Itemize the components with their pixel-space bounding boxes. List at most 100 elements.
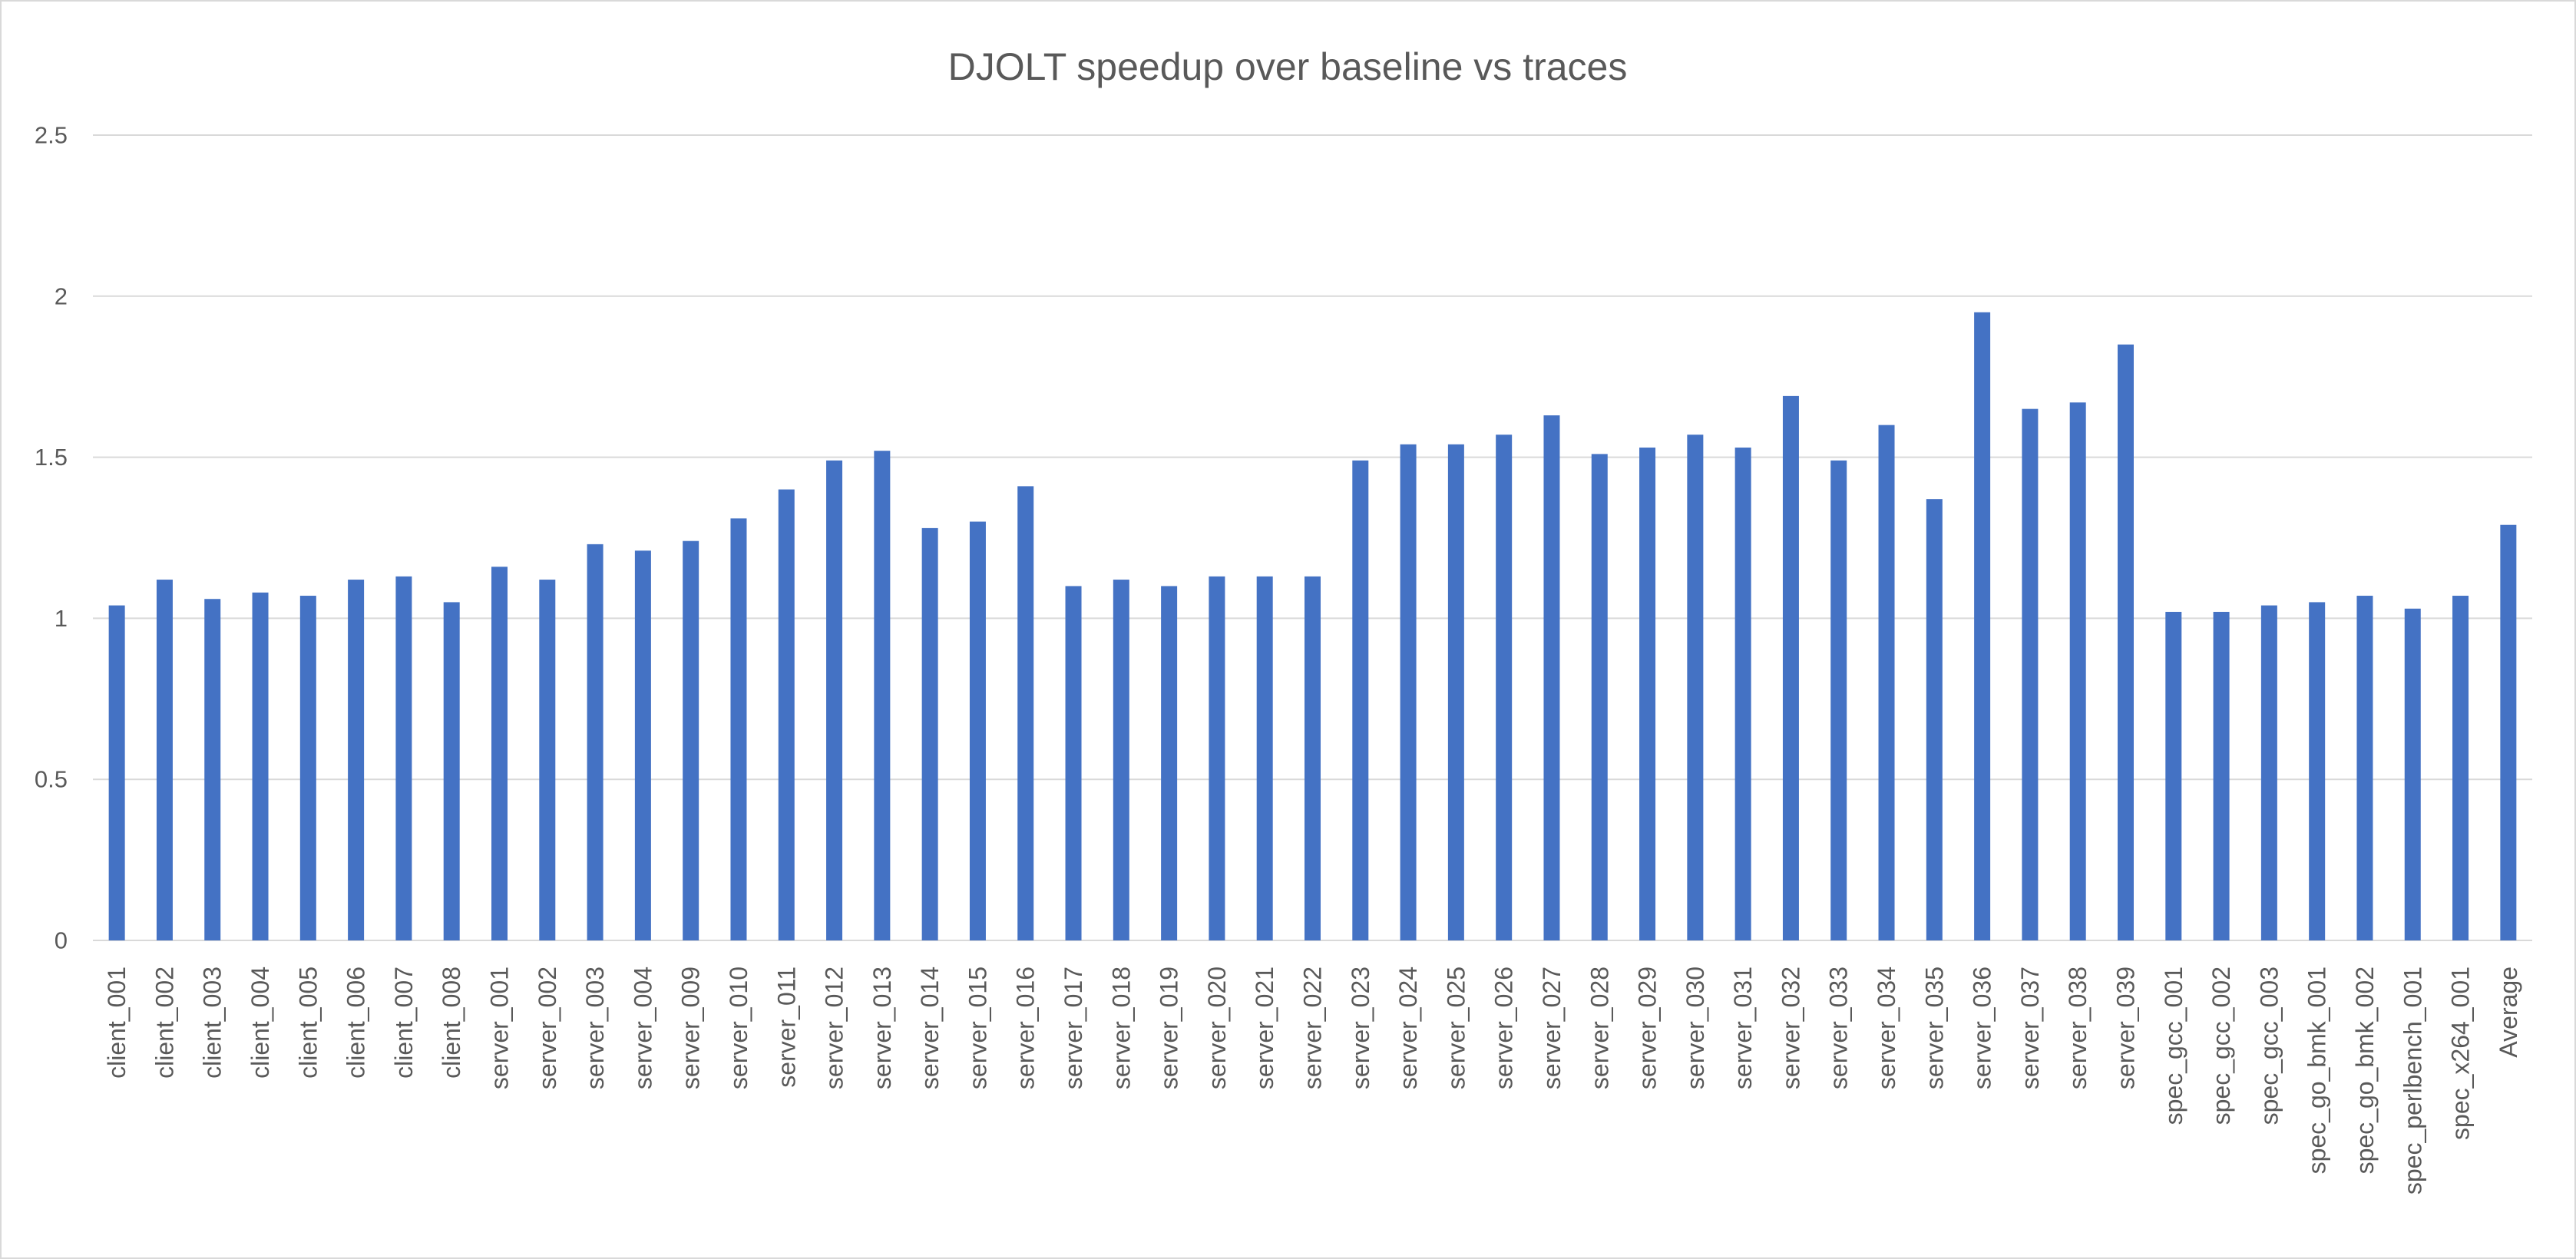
y-tick-label: 2: [55, 283, 68, 309]
x-tick-label: server_016: [1012, 967, 1040, 1089]
x-tick-label: spec_go_bmk_001: [2303, 967, 2331, 1174]
bar: [1830, 460, 1847, 940]
x-tick-label: server_020: [1203, 967, 1231, 1089]
bar: [299, 596, 316, 940]
bar: [921, 527, 938, 940]
x-tick-label: client_003: [199, 967, 227, 1079]
x-tick-label: spec_go_bmk_002: [2351, 967, 2379, 1174]
bar: [2452, 596, 2469, 940]
x-tick-label: server_033: [1825, 967, 1853, 1089]
x-tick-label: server_022: [1299, 967, 1327, 1089]
bar: [1256, 576, 1273, 940]
bar: [826, 460, 843, 940]
x-tick-label: server_036: [1969, 967, 1996, 1089]
bar: [969, 521, 986, 940]
bar: [1974, 312, 1991, 940]
bar: [2356, 596, 2373, 940]
bar: [1113, 580, 1129, 940]
y-tick-label: 1: [55, 605, 68, 632]
bar: [1687, 435, 1704, 940]
bar: [874, 451, 891, 940]
bar: [634, 550, 651, 940]
bar: [1496, 435, 1513, 940]
x-axis-labels: client_001 client_002 client_003 client_004…: [103, 967, 2522, 1195]
x-tick-label: client_006: [342, 967, 370, 1079]
bar: [491, 567, 508, 940]
bar: [204, 599, 221, 940]
x-tick-label: server_015: [964, 967, 991, 1089]
x-tick-label: server_021: [1251, 967, 1278, 1089]
x-tick-label: client_001: [103, 967, 131, 1079]
bar: [1447, 444, 1464, 940]
bar: [1734, 448, 1751, 940]
bar: [2260, 605, 2277, 940]
x-tick-label: server_011: [772, 967, 800, 1088]
x-tick-label: spec_gcc_003: [2255, 967, 2283, 1125]
bar: [156, 580, 173, 940]
x-tick-label: client_008: [438, 967, 465, 1079]
bar: [1639, 448, 1656, 940]
x-tick-label: server_027: [1538, 967, 1566, 1089]
x-tick-label: server_004: [629, 967, 656, 1089]
x-tick-label: spec_gcc_001: [2160, 967, 2187, 1125]
bar: [1305, 576, 1321, 940]
chart-title: DJOLT speedup over baseline vs traces: [948, 45, 1628, 88]
bar: [1926, 499, 1943, 940]
bar: [587, 544, 603, 940]
x-tick-label: server_012: [821, 967, 848, 1089]
y-axis-labels: 0 0.5 1 1.5 2 2.5: [35, 122, 68, 954]
y-tick-label: 0.5: [35, 766, 68, 793]
bar: [683, 540, 699, 940]
bar: [1591, 454, 1608, 940]
x-tick-label: spec_perlbench_001: [2399, 967, 2426, 1195]
bar: [1161, 586, 1178, 940]
x-tick-label: server_038: [2064, 967, 2092, 1089]
bar: [778, 489, 795, 940]
bar: [2069, 402, 2086, 940]
x-tick-label: server_031: [1729, 967, 1757, 1089]
x-tick-label: server_025: [1442, 967, 1470, 1089]
bar: [252, 592, 269, 940]
bar: [108, 605, 125, 940]
bars: [108, 312, 2517, 940]
bar: [539, 580, 556, 940]
x-tick-label: client_002: [150, 967, 178, 1079]
bar: [348, 580, 365, 940]
x-tick-label: server_001: [486, 967, 514, 1089]
x-tick-label: server_002: [534, 967, 561, 1089]
y-tick-label: 1.5: [35, 444, 68, 471]
x-tick-label: Average: [2495, 967, 2522, 1058]
x-tick-label: server_019: [1156, 967, 1183, 1089]
x-tick-label: server_023: [1347, 967, 1374, 1089]
bar: [1017, 486, 1034, 940]
x-tick-label: server_035: [1920, 967, 1948, 1089]
x-tick-label: server_009: [677, 967, 705, 1089]
x-tick-label: spec_gcc_002: [2207, 967, 2235, 1125]
bar: [2309, 602, 2326, 940]
bar: [1209, 576, 1225, 940]
x-tick-label: server_010: [725, 967, 752, 1089]
x-tick-label: server_017: [1060, 967, 1087, 1089]
x-tick-label: server_014: [916, 967, 944, 1089]
bar: [443, 602, 460, 940]
x-tick-label: client_004: [246, 967, 274, 1079]
bar: [2165, 612, 2182, 940]
x-tick-label: server_026: [1490, 967, 1518, 1089]
x-tick-label: server_013: [868, 967, 896, 1089]
x-tick-label: spec_x264_001: [2447, 967, 2475, 1140]
x-tick-label: server_024: [1394, 967, 1422, 1089]
bar: [1543, 415, 1560, 940]
bar: [730, 518, 747, 940]
bar: [395, 576, 412, 940]
bar: [1352, 460, 1369, 940]
bar: [2118, 344, 2134, 940]
y-tick-label: 2.5: [35, 122, 68, 149]
y-tick-label: 0: [55, 927, 68, 954]
bar: [2404, 608, 2421, 940]
bar: [2213, 612, 2230, 940]
x-tick-label: server_030: [1682, 967, 1709, 1089]
x-tick-label: server_029: [1634, 967, 1662, 1089]
bar: [1400, 444, 1417, 940]
